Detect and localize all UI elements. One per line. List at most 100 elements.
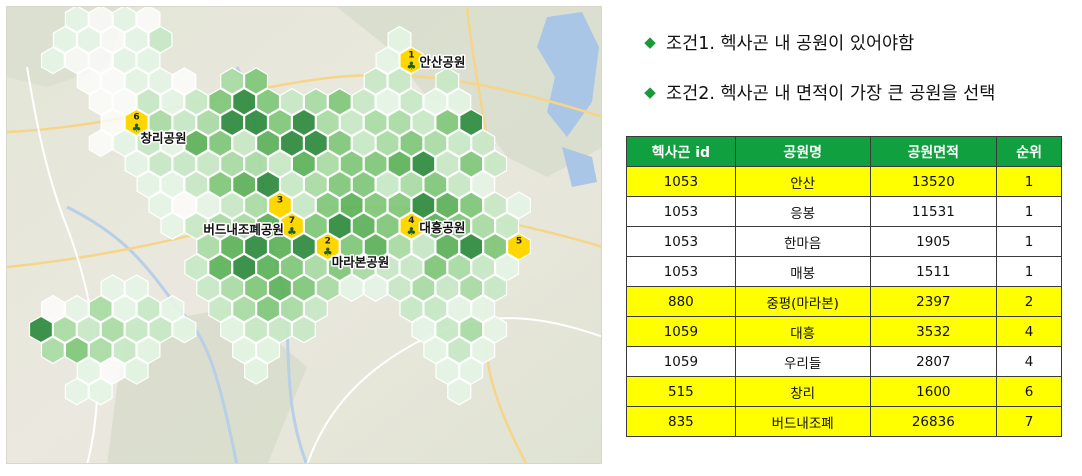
hex-cell xyxy=(160,87,185,116)
hex-cell xyxy=(88,294,113,323)
hex-cell xyxy=(435,67,460,95)
hex-cell xyxy=(363,232,388,261)
hex-cell xyxy=(459,232,484,261)
hex-cell xyxy=(208,294,233,323)
hex-cell xyxy=(363,67,388,95)
hex-cell xyxy=(196,191,221,220)
hex-cell xyxy=(423,253,448,282)
hex-cell xyxy=(172,108,197,137)
cell-rank: 4 xyxy=(996,346,1062,377)
hex-cell xyxy=(100,25,125,54)
hex-cell xyxy=(112,87,137,116)
tree-icon: ♣ xyxy=(406,225,416,238)
hex-cell xyxy=(447,87,472,116)
hex-cell xyxy=(100,67,125,95)
hex-cell xyxy=(208,253,233,282)
hex-cell xyxy=(279,129,304,158)
table-row: 835 버드내조폐 26836 7 xyxy=(626,406,1062,437)
hex-cell xyxy=(172,150,197,178)
condition-list: ◆ 조건1. 헥사곤 내 공원이 있어야함 ◆ 조건2. 헥사곤 내 면적이 가… xyxy=(642,28,1072,106)
hex-cell xyxy=(124,67,149,95)
hex-cell xyxy=(459,191,484,220)
ranked-hex-cell xyxy=(124,108,149,137)
hex-cell xyxy=(160,294,185,323)
table-row: 880 중평(마라본) 2397 2 xyxy=(626,286,1062,317)
hex-cell xyxy=(363,274,388,302)
table-header-row: 헥사곤 id 공원명 공원면적 순위 xyxy=(626,136,1062,167)
hex-cell xyxy=(459,315,484,344)
hex-cell xyxy=(148,191,173,220)
hex-cell xyxy=(232,253,257,282)
hex-cell xyxy=(148,150,173,178)
hex-cell xyxy=(375,129,400,158)
hex-cell xyxy=(124,315,149,344)
hex-cell xyxy=(315,108,340,137)
hex-cell xyxy=(327,212,352,240)
hex-cell xyxy=(447,170,472,199)
hex-cell xyxy=(267,150,292,178)
hex-cell xyxy=(76,357,101,385)
ranked-hex-cell xyxy=(399,46,424,75)
ranked-hex-cell xyxy=(279,212,304,240)
lake xyxy=(562,147,597,187)
hex-cell xyxy=(435,150,460,178)
hex-cell xyxy=(411,232,436,261)
hex-cell xyxy=(471,129,496,158)
cell-park-area: 13520 xyxy=(869,166,998,197)
hex-cell xyxy=(267,108,292,137)
hex-cell xyxy=(387,67,412,95)
hex-cell xyxy=(399,253,424,282)
hex-cell xyxy=(256,170,281,199)
hex-cell xyxy=(375,170,400,199)
ranked-hex-cell xyxy=(315,232,340,261)
hex-cell xyxy=(291,232,316,261)
hex-cell xyxy=(435,108,460,137)
hex-cell xyxy=(315,191,340,220)
hex-cell xyxy=(244,191,269,220)
hex-cell xyxy=(411,315,436,344)
hex-cell xyxy=(459,274,484,302)
cell-rank: 1 xyxy=(996,256,1062,287)
hex-cell xyxy=(196,232,221,261)
hex-cell xyxy=(291,315,316,344)
cell-park-name: 안산 xyxy=(734,166,871,197)
hex-cell xyxy=(423,87,448,116)
hex-cell xyxy=(40,336,65,365)
hex-cell xyxy=(28,315,53,344)
cell-park-area: 11531 xyxy=(869,196,998,227)
cell-park-name: 중평(마라본) xyxy=(734,286,871,317)
park-name-label: 창리공원 xyxy=(141,131,187,146)
cell-hexagon-id: 1053 xyxy=(626,256,736,287)
hex-cell xyxy=(423,212,448,240)
hex-cell xyxy=(399,170,424,199)
cell-park-name: 버드내조폐 xyxy=(734,406,871,437)
hex-cell xyxy=(327,253,352,282)
hex-cell xyxy=(232,129,257,158)
hex-cell xyxy=(220,315,245,344)
hex-cell xyxy=(100,357,125,385)
hex-cell xyxy=(124,357,149,385)
hex-cell xyxy=(447,294,472,323)
hex-cell xyxy=(244,274,269,302)
hex-cell xyxy=(399,129,424,158)
table-row: 1053 안산 13520 1 xyxy=(626,166,1062,197)
hex-cell xyxy=(88,7,113,33)
table-row: 515 창리 1600 6 xyxy=(626,376,1062,407)
hex-cell xyxy=(220,191,245,220)
hex-cell xyxy=(291,274,316,302)
header-park-name: 공원명 xyxy=(734,136,871,167)
cell-park-name: 한마음 xyxy=(734,226,871,257)
hex-cell xyxy=(387,274,412,302)
cell-hexagon-id: 1053 xyxy=(626,166,736,197)
hex-cell xyxy=(351,253,376,282)
hex-cell xyxy=(435,274,460,302)
hex-cell xyxy=(303,129,328,158)
hex-rank-label: 1 xyxy=(408,50,414,60)
table-row: 1059 우리들 2807 4 xyxy=(626,346,1062,377)
hex-cell xyxy=(291,108,316,137)
hex-cell xyxy=(124,274,149,302)
hex-cell xyxy=(303,212,328,240)
cell-hexagon-id: 515 xyxy=(626,376,736,407)
hex-cell xyxy=(363,150,388,178)
